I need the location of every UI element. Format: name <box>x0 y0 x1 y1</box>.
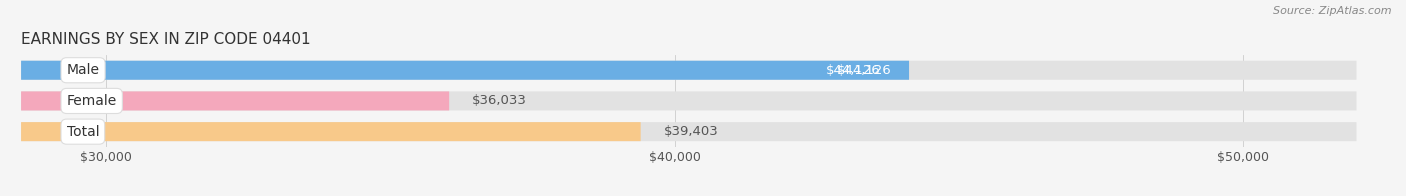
Text: Female: Female <box>66 94 117 108</box>
Text: $44,126: $44,126 <box>837 64 891 77</box>
Text: $36,033: $36,033 <box>472 94 527 107</box>
Text: Male: Male <box>66 63 100 77</box>
Text: Source: ZipAtlas.com: Source: ZipAtlas.com <box>1274 6 1392 16</box>
FancyBboxPatch shape <box>21 91 449 111</box>
FancyBboxPatch shape <box>21 122 641 141</box>
FancyBboxPatch shape <box>21 122 1357 141</box>
Text: $44,126: $44,126 <box>825 64 880 77</box>
Text: $39,403: $39,403 <box>664 125 718 138</box>
FancyBboxPatch shape <box>21 61 1357 80</box>
Text: Total: Total <box>66 125 100 139</box>
FancyBboxPatch shape <box>21 61 910 80</box>
Text: EARNINGS BY SEX IN ZIP CODE 04401: EARNINGS BY SEX IN ZIP CODE 04401 <box>21 32 311 47</box>
FancyBboxPatch shape <box>21 91 1357 111</box>
